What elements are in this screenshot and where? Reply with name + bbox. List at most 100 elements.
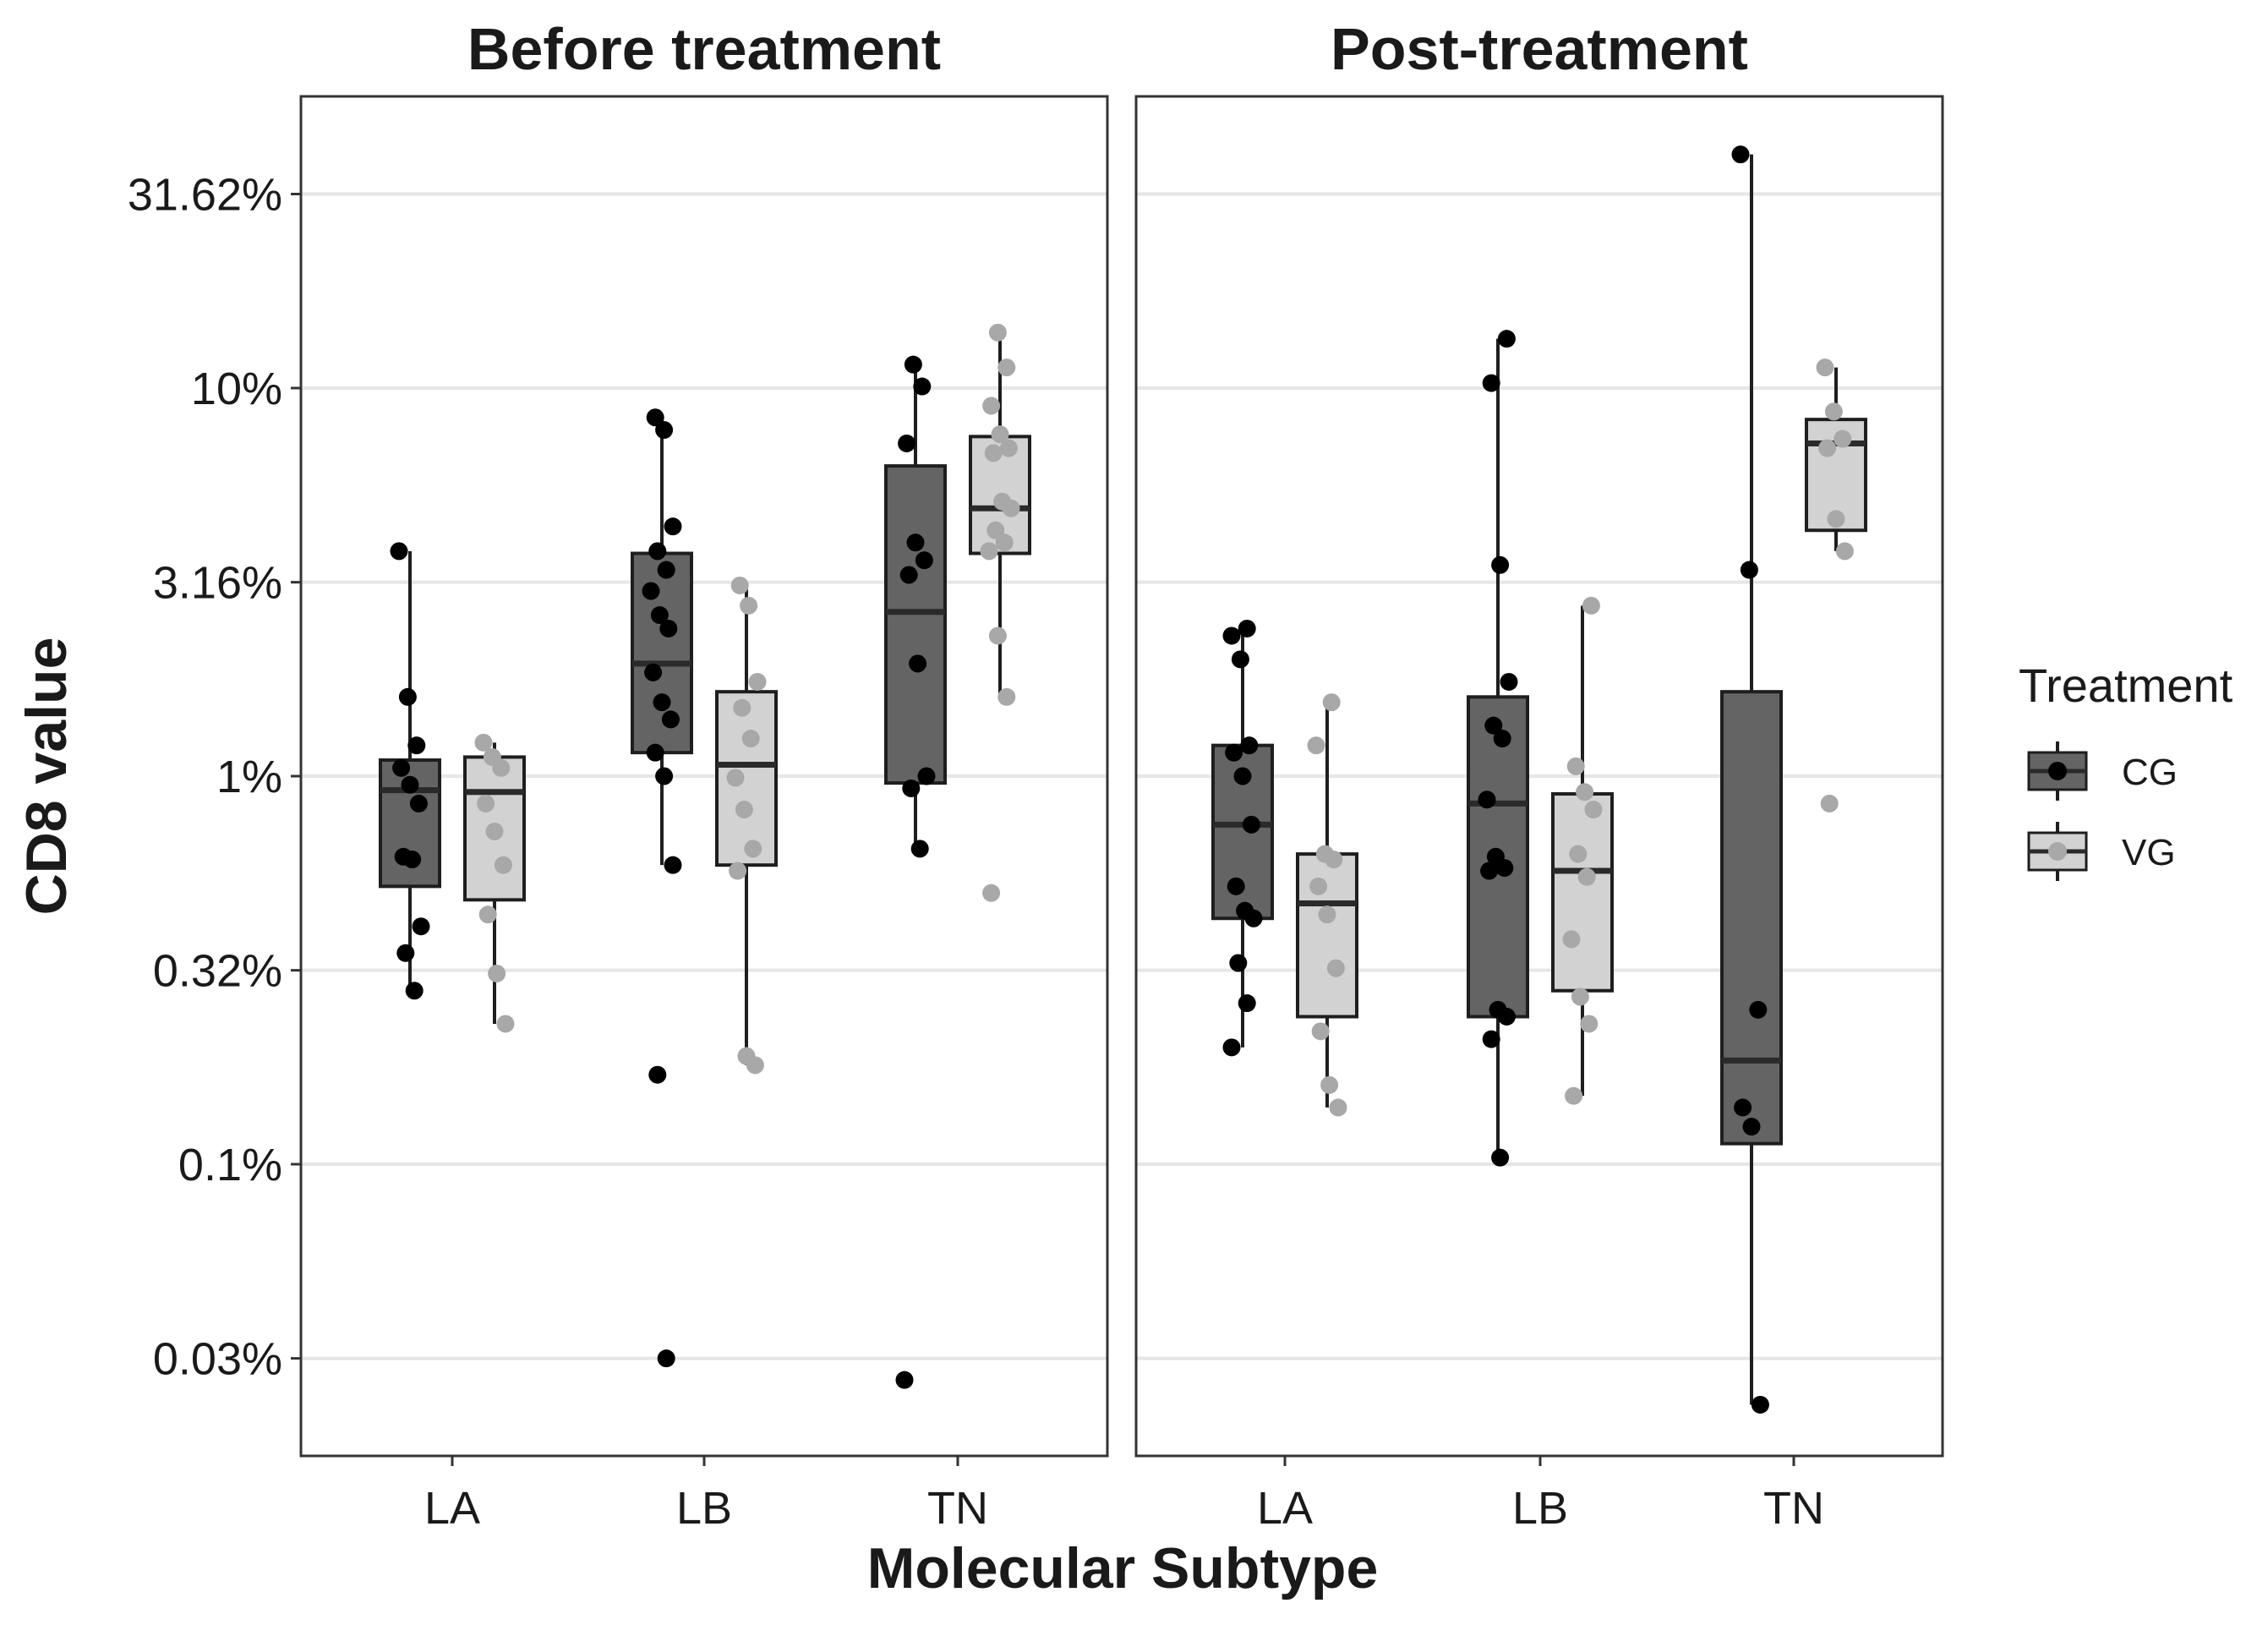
data-point <box>904 355 922 374</box>
data-point <box>1740 561 1758 579</box>
data-point <box>1835 542 1854 561</box>
data-point <box>407 736 426 755</box>
data-point <box>485 822 504 840</box>
panels: 0.03% 0.1% 0.32% 1% 3.16% 10% 31.62% Before tre… <box>128 16 1944 1534</box>
data-point <box>1582 596 1600 615</box>
facet-title: Before treatment <box>467 16 941 82</box>
data-point <box>915 551 933 570</box>
data-point <box>1320 1075 1339 1094</box>
box-lb-cg <box>1467 330 1529 1167</box>
data-point <box>730 576 749 594</box>
data-point <box>642 582 660 600</box>
data-point <box>913 377 932 396</box>
data-point <box>1225 743 1243 762</box>
data-point <box>982 884 1001 902</box>
data-point <box>657 561 675 579</box>
data-point <box>988 323 1007 342</box>
x-axis-title: Molecular Subtype <box>867 1536 1379 1600</box>
data-point <box>403 851 422 869</box>
data-point <box>898 434 916 452</box>
data-point <box>492 758 511 777</box>
data-point <box>748 672 767 691</box>
data-point <box>984 444 1003 462</box>
x-tick-label: LA <box>424 1483 480 1534</box>
data-point <box>995 533 1014 552</box>
data-point <box>1493 730 1511 748</box>
data-point <box>1318 906 1336 924</box>
data-point <box>726 769 745 787</box>
data-point <box>657 1349 675 1368</box>
box-tn-cg <box>1720 145 1783 1414</box>
data-point <box>1482 1030 1500 1048</box>
legend-key-vg: VG <box>2027 822 2176 881</box>
data-point <box>1816 358 1834 377</box>
box-tn-cg <box>884 355 947 1389</box>
y-tick-label: 0.1% <box>178 1140 282 1190</box>
data-point <box>1222 626 1241 645</box>
data-point <box>902 779 921 797</box>
data-point <box>1827 510 1845 528</box>
data-point <box>1227 877 1245 895</box>
data-point <box>478 906 497 924</box>
data-point <box>740 596 758 615</box>
data-point <box>653 693 671 712</box>
facet-title: Post-treatment <box>1331 16 1748 82</box>
data-point <box>664 856 682 874</box>
data-point <box>401 775 419 794</box>
data-point <box>741 730 760 748</box>
data-point <box>1751 1395 1769 1414</box>
data-point <box>729 862 747 880</box>
data-point <box>1309 877 1328 895</box>
data-point <box>1820 794 1839 812</box>
data-point <box>909 654 927 673</box>
box-iqr <box>1551 792 1614 993</box>
data-point <box>1231 650 1249 669</box>
data-point <box>494 856 512 874</box>
data-point <box>655 421 674 440</box>
legend-key-cg: CG <box>2027 741 2178 801</box>
data-point <box>910 840 929 858</box>
data-point <box>496 1015 515 1033</box>
data-point <box>746 1056 764 1075</box>
data-point <box>412 917 430 936</box>
data-point <box>906 533 925 552</box>
data-point <box>986 521 1005 539</box>
box-iqr <box>1720 690 1783 1146</box>
data-point <box>659 619 678 637</box>
box-lb-vg <box>715 576 778 1075</box>
legend-title: Treatment <box>2019 659 2233 712</box>
data-point <box>1233 767 1252 785</box>
data-point <box>477 794 495 812</box>
data-point <box>1584 801 1603 819</box>
data-point <box>1818 439 1837 457</box>
legend: Treatment CG VG <box>2019 659 2233 881</box>
data-point <box>664 517 682 536</box>
data-point <box>991 425 1009 444</box>
data-point <box>1480 862 1499 880</box>
y-tick-label: 1% <box>216 752 282 802</box>
panel-before-treatment: Before treatment LA LB TN <box>299 16 1109 1534</box>
data-point <box>899 566 918 584</box>
data-point <box>1238 994 1256 1013</box>
data-point <box>997 687 1016 706</box>
data-point <box>644 663 663 681</box>
box-lb-cg <box>631 408 693 1368</box>
data-point <box>1002 499 1020 517</box>
data-point <box>655 767 674 785</box>
data-point <box>1749 1000 1768 1019</box>
data-point <box>1491 555 1510 574</box>
data-point <box>396 944 415 962</box>
data-point <box>735 801 753 819</box>
data-point <box>1229 954 1248 972</box>
x-tick-label: TN <box>927 1483 988 1534</box>
data-point <box>1491 1148 1510 1167</box>
data-point <box>1242 815 1260 834</box>
data-point <box>1222 1038 1241 1057</box>
box-iqr <box>1296 852 1358 1019</box>
box-iqr <box>715 690 778 867</box>
legend-cg-label: CG <box>2122 752 2178 793</box>
data-point <box>999 439 1018 457</box>
data-point <box>982 397 1001 415</box>
